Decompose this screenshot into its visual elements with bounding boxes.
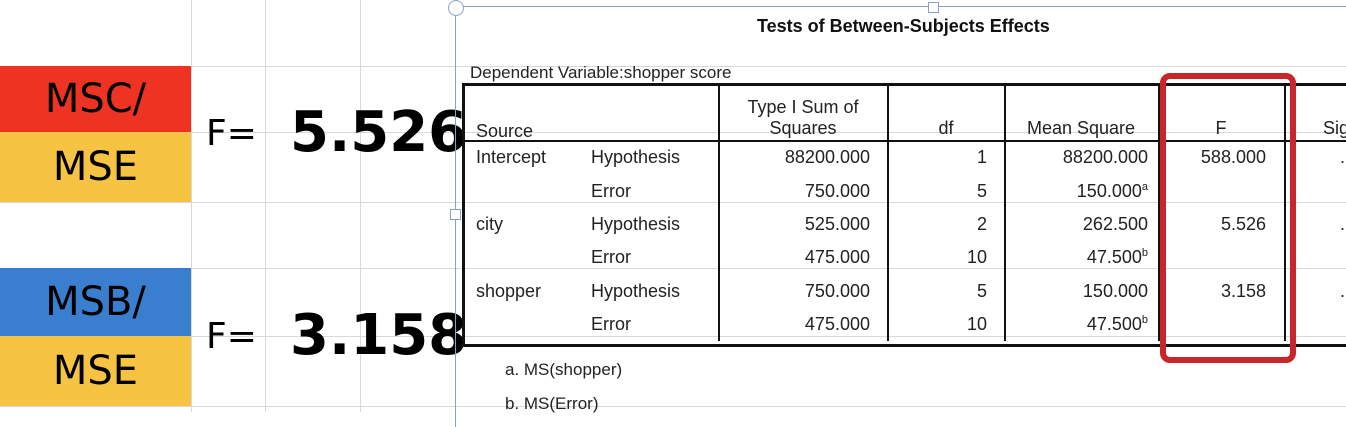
grid-line — [0, 406, 1346, 407]
row-ss: 475.000 — [804, 314, 870, 334]
header-mean-square: Mean Square — [1026, 118, 1136, 138]
header-divider — [462, 140, 1346, 142]
footnote-a: a. MS(shopper) — [505, 360, 623, 379]
row-df: 10 — [966, 247, 987, 267]
msc-label: MSC/ — [44, 76, 147, 122]
row-df: 5 — [976, 281, 987, 301]
row-ms: 47.500b — [1086, 314, 1148, 334]
row-type: Error — [591, 181, 631, 201]
resize-handle[interactable] — [448, 0, 464, 16]
header-ss-line2: Squares — [769, 118, 837, 138]
row-sig: . — [1340, 281, 1346, 301]
resize-handle[interactable] — [928, 2, 939, 13]
header-df: df — [938, 118, 954, 138]
resize-handle[interactable] — [450, 209, 461, 220]
row-df: 2 — [976, 214, 987, 234]
row-ms: 150.000a — [1076, 181, 1148, 201]
row-ms: 262.500 — [1082, 214, 1148, 234]
row-f: 588.000 — [1200, 147, 1266, 167]
row-type: Error — [591, 247, 631, 267]
column-divider — [1004, 83, 1006, 341]
row-ss: 525.000 — [804, 214, 870, 234]
row-df: 10 — [966, 314, 987, 334]
column-divider — [1158, 83, 1160, 341]
f-column-highlight — [1160, 73, 1296, 363]
column-divider — [1284, 83, 1286, 341]
row-type: Hypothesis — [591, 147, 681, 167]
row-sig: . — [1340, 214, 1346, 234]
f-equals-label: F= — [206, 113, 257, 154]
row-f: 3.158 — [1220, 281, 1266, 301]
row-source: shopper — [476, 281, 542, 301]
grid-line — [191, 0, 192, 412]
row-type: Error — [591, 314, 631, 334]
grid-line — [360, 0, 361, 412]
row-ms: 47.500b — [1086, 247, 1148, 267]
mse-cell-1[interactable]: MSE — [0, 132, 191, 202]
grid-line — [265, 0, 266, 412]
footnote-b: b. MS(Error) — [505, 394, 599, 413]
row-ss: 475.000 — [804, 247, 870, 267]
row-f: 5.526 — [1220, 214, 1266, 234]
header-sig: Sig — [1323, 118, 1346, 138]
dependent-variable-label: Dependent Variable:shopper score — [470, 63, 732, 82]
row-ss: 750.000 — [804, 281, 870, 301]
grid-line — [0, 336, 1346, 337]
row-df: 1 — [976, 147, 987, 167]
column-divider — [718, 83, 720, 341]
column-divider — [887, 83, 889, 341]
row-ss: 88200.000 — [784, 147, 870, 167]
msc-cell[interactable]: MSC/ — [0, 66, 191, 132]
row-type: Hypothesis — [591, 214, 681, 234]
row-df: 5 — [976, 181, 987, 201]
row-sig: . — [1340, 147, 1346, 167]
grid-line — [0, 132, 1346, 133]
header-f: F — [1215, 118, 1227, 138]
f-value-city: 5.526 — [290, 100, 468, 165]
anova-table[interactable] — [462, 83, 1346, 347]
mse-cell-2[interactable]: MSE — [0, 336, 191, 406]
mse-label: MSE — [52, 144, 139, 190]
f-equals-label: F= — [206, 316, 257, 357]
row-ss: 750.000 — [804, 181, 870, 201]
row-source: city — [476, 214, 503, 234]
row-ms: 150.000 — [1082, 281, 1148, 301]
grid-line — [0, 268, 1346, 269]
row-ms: 88200.000 — [1062, 147, 1148, 167]
grid-line — [0, 202, 1346, 203]
table-title: Tests of Between-Subjects Effects — [757, 16, 1050, 36]
f-value-shopper: 3.158 — [290, 303, 468, 368]
mse-label: MSE — [52, 348, 139, 394]
row-source: Intercept — [476, 147, 547, 167]
msb-label: MSB/ — [45, 279, 146, 325]
header-source: Source — [476, 121, 534, 141]
msb-cell[interactable]: MSB/ — [0, 268, 191, 336]
row-type: Hypothesis — [591, 281, 681, 301]
header-ss-line1: Type I Sum of — [747, 97, 859, 117]
grid-line — [0, 66, 1346, 67]
